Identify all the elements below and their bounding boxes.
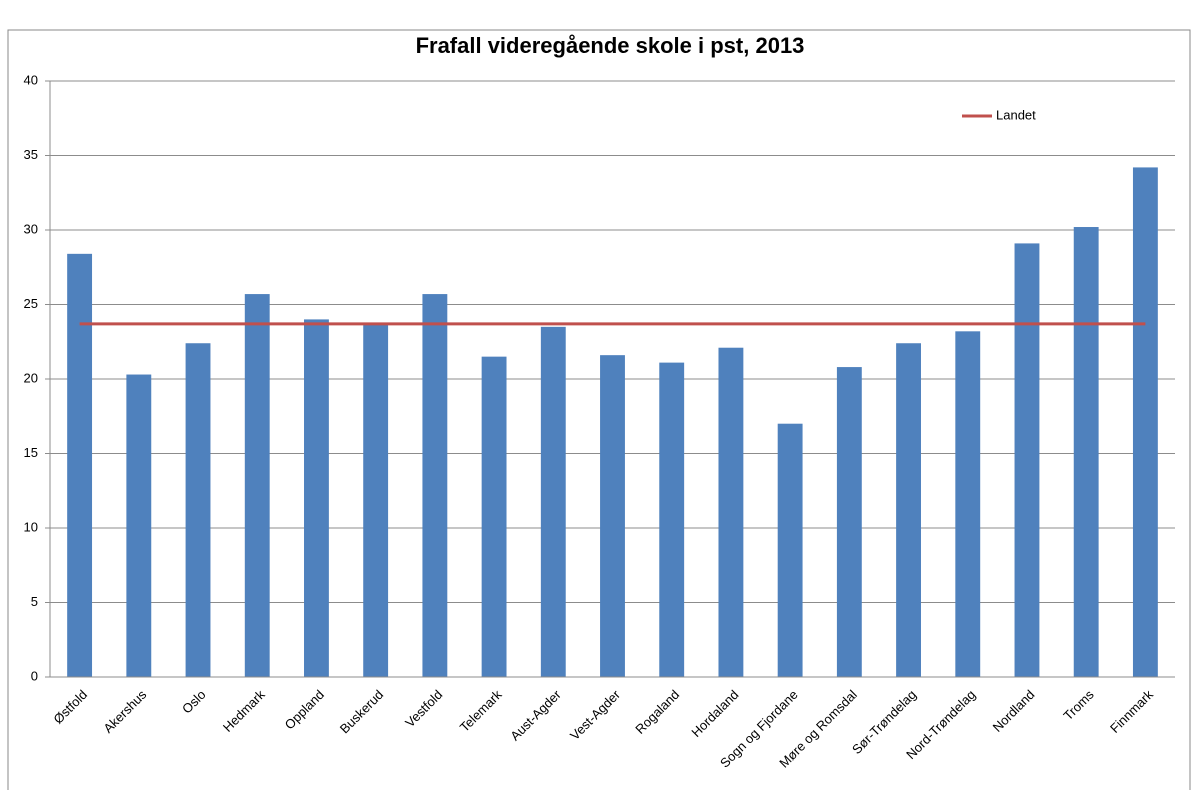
y-tick-label: 5	[31, 594, 38, 609]
y-tick-label: 15	[24, 445, 38, 460]
y-tick-label: 30	[24, 221, 38, 236]
legend-label: Landet	[996, 107, 1036, 122]
y-tick-label: 40	[24, 72, 38, 87]
bar	[659, 362, 685, 677]
bar	[955, 331, 981, 677]
bar	[1073, 227, 1099, 677]
y-tick-label: 10	[24, 519, 38, 534]
bar	[244, 294, 270, 677]
y-tick-label: 0	[31, 668, 38, 683]
bar	[718, 347, 744, 677]
y-tick-label: 25	[24, 296, 38, 311]
bar	[363, 323, 389, 677]
bar	[67, 253, 93, 677]
bar	[836, 367, 862, 677]
bar	[896, 343, 921, 677]
bar	[540, 326, 566, 677]
bar	[481, 356, 507, 677]
bar	[304, 319, 329, 677]
bar	[185, 343, 211, 677]
y-tick-label: 20	[24, 370, 38, 385]
bar	[777, 423, 803, 677]
chart-title: Frafall videregående skole i pst, 2013	[416, 33, 805, 58]
chart-frame	[7, 29, 1191, 790]
bar	[1014, 243, 1040, 677]
bar	[126, 374, 152, 677]
y-tick-label: 35	[24, 147, 38, 162]
bar	[1132, 167, 1158, 678]
bar	[600, 355, 625, 677]
bar	[422, 294, 448, 677]
